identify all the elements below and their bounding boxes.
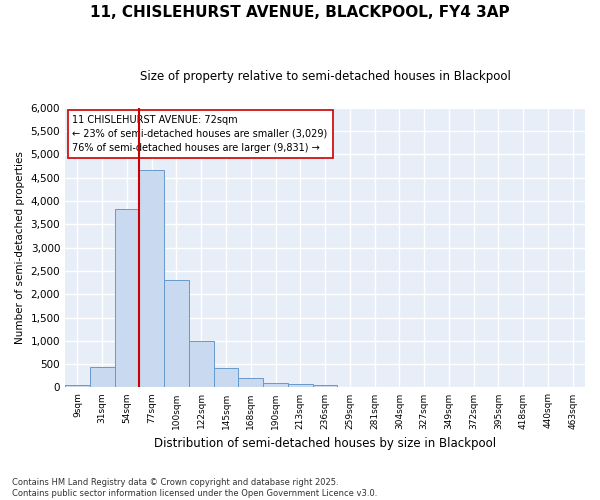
Bar <box>189 341 214 388</box>
Bar <box>313 385 337 388</box>
Bar <box>65 385 90 388</box>
Bar <box>164 280 189 388</box>
X-axis label: Distribution of semi-detached houses by size in Blackpool: Distribution of semi-detached houses by … <box>154 437 496 450</box>
Bar <box>115 210 139 388</box>
Text: Contains HM Land Registry data © Crown copyright and database right 2025.
Contai: Contains HM Land Registry data © Crown c… <box>12 478 377 498</box>
Text: 11 CHISLEHURST AVENUE: 72sqm
← 23% of semi-detached houses are smaller (3,029)
7: 11 CHISLEHURST AVENUE: 72sqm ← 23% of se… <box>73 115 328 153</box>
Bar <box>90 367 115 388</box>
Bar <box>139 170 164 388</box>
Bar <box>214 368 238 388</box>
Y-axis label: Number of semi-detached properties: Number of semi-detached properties <box>15 151 25 344</box>
Bar <box>288 384 313 388</box>
Text: 11, CHISLEHURST AVENUE, BLACKPOOL, FY4 3AP: 11, CHISLEHURST AVENUE, BLACKPOOL, FY4 3… <box>90 5 510 20</box>
Title: Size of property relative to semi-detached houses in Blackpool: Size of property relative to semi-detach… <box>140 70 511 83</box>
Bar <box>263 383 288 388</box>
Bar <box>238 378 263 388</box>
